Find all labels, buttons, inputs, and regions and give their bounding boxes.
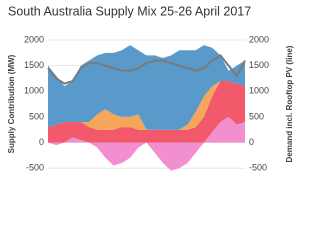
- y-tick-label: -500: [26, 163, 44, 173]
- y-tick-label: 500: [29, 111, 44, 121]
- y-tick-label: 1500: [24, 60, 44, 70]
- area: [48, 45, 245, 130]
- y2-tick-label: -500: [249, 163, 267, 173]
- y-axis-label: Supply Contribution (MW): [7, 54, 16, 153]
- area: [48, 116, 245, 171]
- line: [47, 54, 246, 85]
- y-tick-label: 1000: [24, 86, 44, 96]
- y2-tick-label: 0: [249, 137, 254, 147]
- y2-tick-label: 1500: [249, 60, 269, 70]
- y-tick-label: 2000: [24, 34, 44, 44]
- area: [48, 81, 245, 130]
- y2-tick-label: 2000: [249, 34, 269, 44]
- chart: South Australia Supply Mix 25-26 April 2…: [7, 4, 294, 173]
- y2-axis-label: Demand incl. Rooftop PV (line): [285, 45, 294, 162]
- chart-title: South Australia Supply Mix 25-26 April 2…: [8, 4, 251, 18]
- y-tick-label: 0: [39, 137, 44, 147]
- y2-tick-label: 1000: [249, 86, 269, 96]
- y2-tick-label: 500: [249, 111, 264, 121]
